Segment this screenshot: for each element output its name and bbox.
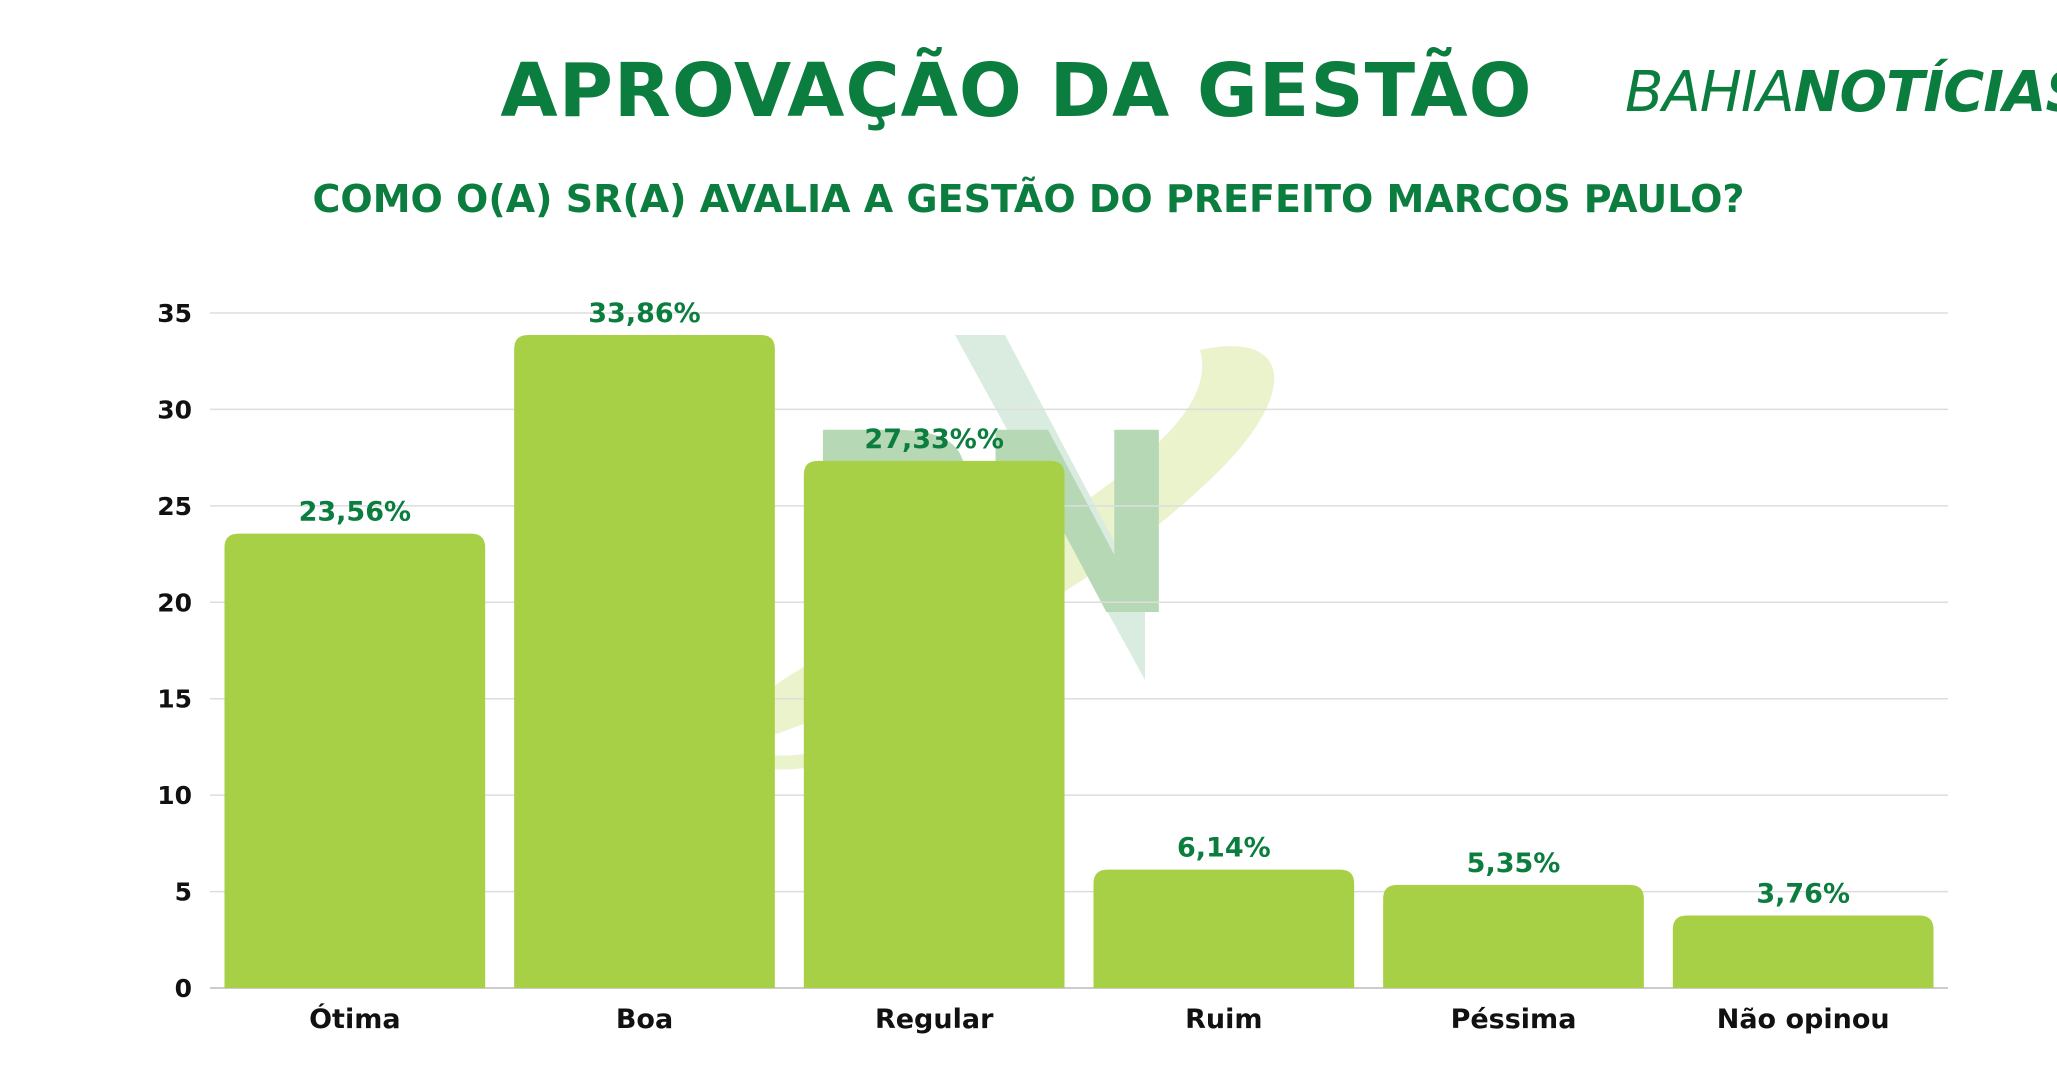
x-tick-label: Ruim — [1185, 1004, 1262, 1035]
y-tick-label: 0 — [175, 974, 192, 1003]
y-tick-label: 30 — [157, 395, 192, 424]
data-label: 27,33%% — [864, 424, 1004, 455]
x-tick-label: Ótima — [309, 1003, 400, 1035]
bar-4 — [1093, 869, 1355, 988]
brand-logo: BAHIANOTÍCIAS — [1625, 60, 2057, 125]
data-label: 23,56% — [299, 497, 411, 528]
x-tick-label: Regular — [875, 1004, 994, 1035]
y-tick-label: 25 — [157, 492, 192, 521]
bar-1 — [224, 533, 486, 988]
y-tick-label: 10 — [157, 781, 192, 810]
bar-5 — [1383, 884, 1644, 988]
data-label: 6,14% — [1177, 833, 1271, 864]
grid-lines — [210, 312, 1948, 989]
brand-logo-light: BAHIA — [1625, 60, 1795, 125]
chart-title: APROVAÇÃO DA GESTÃO — [0, 48, 2057, 134]
chart-subtitle: COMO O(A) SR(A) AVALIA A GESTÃO DO PREFE… — [312, 177, 1745, 221]
y-tick-label: 5 — [175, 878, 192, 907]
brand-logo-bold: NOTÍCIAS — [1793, 60, 2057, 125]
x-tick-label: Não opinou — [1717, 1004, 1890, 1035]
data-label: 3,76% — [1756, 878, 1850, 909]
bars: 23,56% 33,86% 27,33%% 6,14% 5,35% 3,76% — [224, 298, 1934, 989]
chart-title-text: APROVAÇÃO DA GESTÃO — [500, 48, 1533, 134]
x-axis: Ótima Boa Regular Ruim Péssima Não opinou — [309, 1003, 1890, 1035]
data-label: 5,35% — [1467, 848, 1561, 879]
bar-3 — [803, 460, 1065, 989]
y-tick-label: 35 — [157, 299, 192, 328]
y-tick-label: 20 — [157, 588, 192, 617]
data-label: 33,86% — [588, 298, 700, 329]
bar-6 — [1672, 915, 1934, 988]
y-axis: 0 5 10 15 20 25 30 35 — [157, 299, 192, 1003]
bar-2 — [514, 334, 775, 988]
x-tick-label: Boa — [616, 1004, 673, 1035]
y-tick-label: 15 — [157, 685, 192, 714]
x-tick-label: Péssima — [1451, 1004, 1577, 1035]
